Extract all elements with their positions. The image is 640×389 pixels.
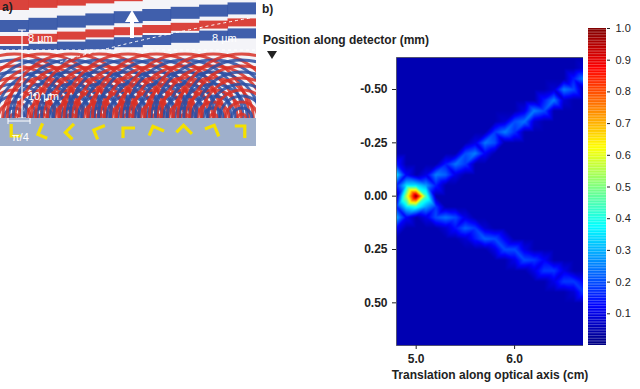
svg-text:6.0: 6.0 — [506, 352, 523, 366]
svg-text:-0.25: -0.25 — [360, 136, 388, 150]
svg-text:0.8: 0.8 — [616, 85, 631, 97]
svg-text:5.0: 5.0 — [408, 352, 425, 366]
svg-text:0.00: 0.00 — [364, 189, 388, 203]
svg-text:0.9: 0.9 — [616, 54, 631, 66]
svg-text:8 µm: 8 µm — [28, 32, 53, 44]
html-text:b): b) — [262, 2, 274, 16]
svg-text:0.25: 0.25 — [364, 242, 388, 256]
svg-text:0.1: 0.1 — [616, 307, 631, 319]
html-text:Translation along optical axis: Translation along optical axis (cm) — [391, 368, 589, 382]
svg-text:-0.50: -0.50 — [360, 82, 388, 96]
svg-text:0.2: 0.2 — [616, 276, 631, 288]
svg-text:10 µm: 10 µm — [28, 90, 59, 102]
svg-text:0.7: 0.7 — [616, 117, 631, 129]
svg-text:a): a) — [2, 0, 13, 14]
svg-text:0.4: 0.4 — [616, 212, 631, 224]
svg-text:0.50: 0.50 — [364, 296, 388, 310]
svg-text:0.5: 0.5 — [616, 181, 631, 193]
svg-text:0.3: 0.3 — [616, 244, 631, 256]
svg-text:0.6: 0.6 — [616, 149, 631, 161]
svg-text:1.0: 1.0 — [616, 22, 631, 34]
svg-text:π/4: π/4 — [12, 131, 29, 143]
html-text:Position along detector (mm): Position along detector (mm) — [263, 33, 429, 47]
svg-text:8 µm: 8 µm — [212, 32, 237, 44]
